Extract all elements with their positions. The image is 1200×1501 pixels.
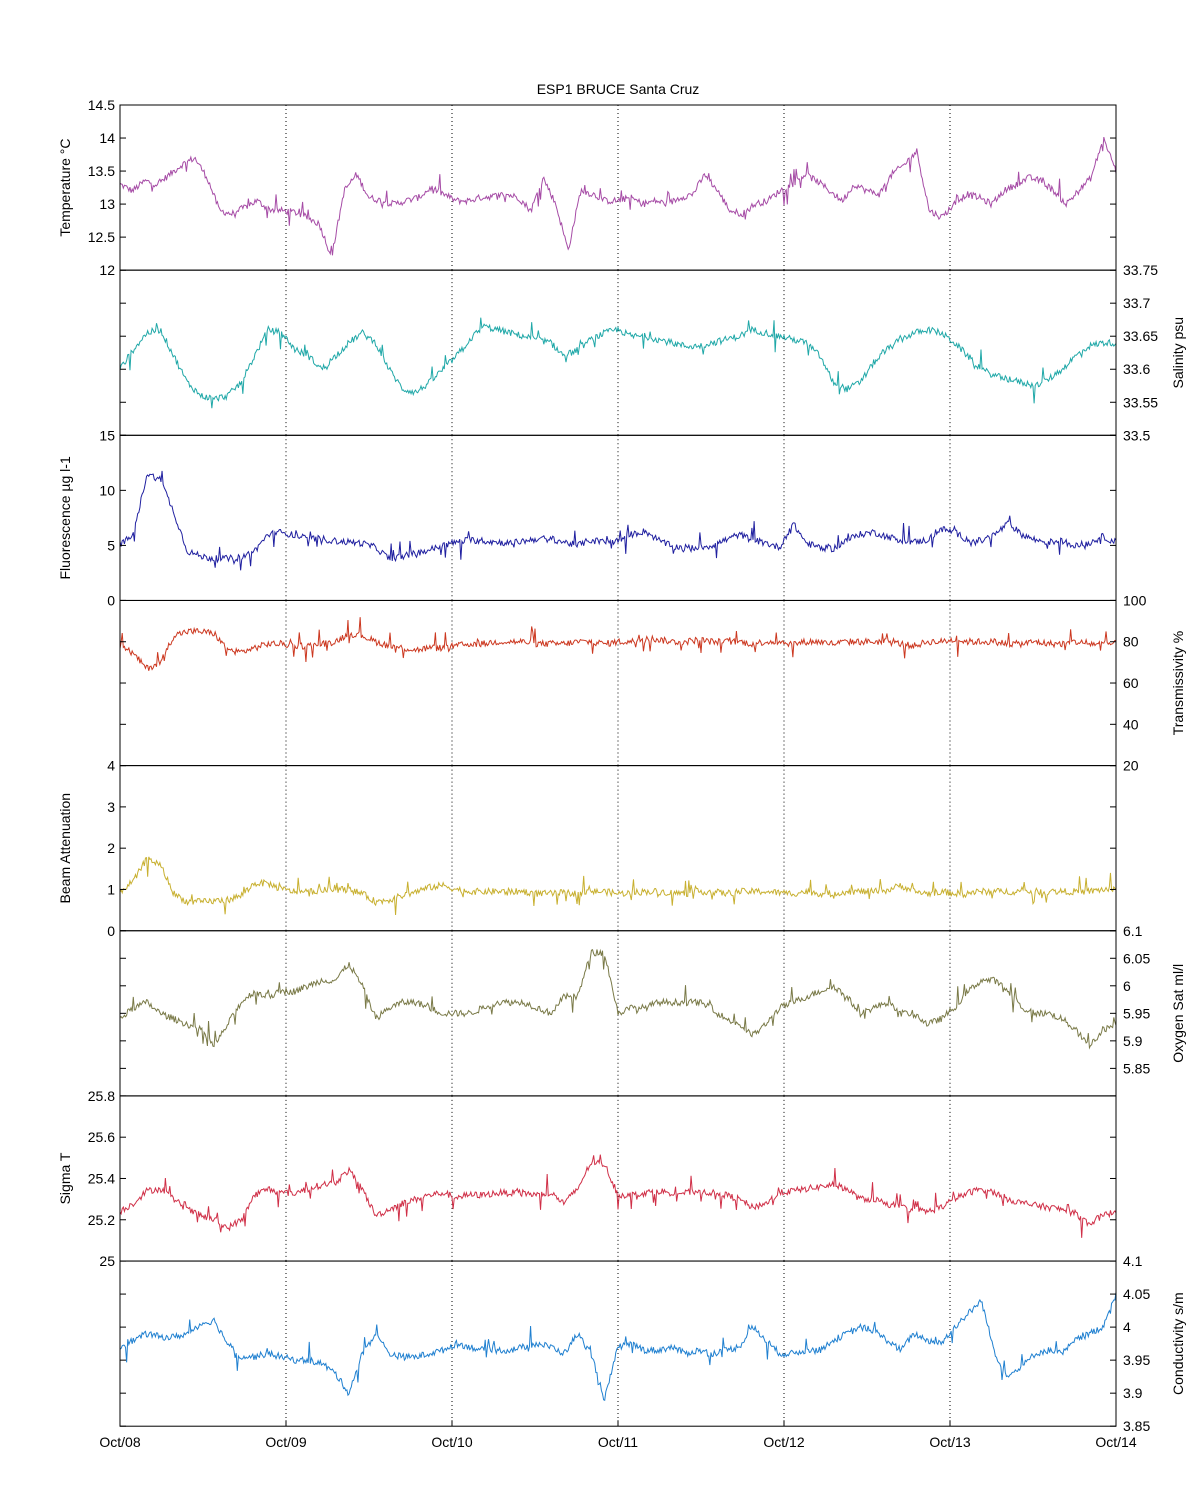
x-tick-label: Oct/13: [929, 1434, 970, 1450]
series-beam_attenuation: [119, 856, 1117, 915]
panel-beam_attenuation: 0 1 2 3 4 Beam Attenuation: [57, 758, 1117, 939]
y-tick-label: 10: [99, 482, 115, 498]
y-axis-title: Transmissivity %: [1170, 631, 1186, 736]
panel-conductivity: 3.85 3.9 3.95 4 4.05 4.1 Conductivity s/m: [119, 1253, 1186, 1434]
y-axis-title: Sigma T: [57, 1152, 73, 1204]
y-tick-label: 12.5: [88, 229, 115, 245]
series-temperature: [119, 136, 1117, 256]
x-tick-label: Oct/10: [431, 1434, 472, 1450]
y-tick-label: 4: [1123, 1319, 1131, 1335]
panel-temperature: 12 12.5 13 13.5 14 14.5 Temperature °C: [57, 97, 1117, 278]
y-tick-label: 6.05: [1123, 950, 1150, 966]
y-tick-label: 4.1: [1123, 1253, 1143, 1269]
y-tick-label: 15: [99, 427, 115, 443]
y-tick-label: 3.95: [1123, 1352, 1150, 1368]
y-tick-label: 25.4: [88, 1170, 115, 1186]
y-tick-label: 33.75: [1123, 262, 1158, 278]
panel-salinity: 33.5 33.55 33.6 33.65 33.7 33.75 Salinity psu: [119, 262, 1186, 443]
y-tick-label: 14: [99, 130, 115, 146]
panel-frame: [119, 1260, 1117, 1427]
y-tick-label: 5.85: [1123, 1060, 1150, 1076]
y-tick-label: 14.5: [88, 97, 115, 113]
y-tick-label: 4.05: [1123, 1286, 1150, 1302]
x-tick-label: Oct/11: [598, 1434, 638, 1450]
series-fluorescence: [119, 470, 1117, 571]
y-axis-title: Oxygen Sat ml/l: [1170, 964, 1186, 1063]
y-tick-label: 33.65: [1123, 328, 1158, 344]
series-sigma_t: [119, 1154, 1117, 1238]
y-tick-label: 25.8: [88, 1088, 115, 1104]
y-tick-label: 13.5: [88, 163, 115, 179]
y-tick-label: 3.85: [1123, 1418, 1150, 1434]
y-axis-title: Conductivity s/m: [1170, 1292, 1186, 1395]
x-tick-label: Oct/12: [763, 1434, 804, 1450]
y-tick-label: 5.95: [1123, 1005, 1150, 1021]
y-axis-title: Beam Attenuation: [57, 793, 73, 904]
y-tick-label: 33.6: [1123, 361, 1150, 377]
y-tick-label: 25: [99, 1253, 115, 1269]
y-axis-title: Fluorescence µg l-1: [57, 456, 73, 579]
y-tick-label: 0: [107, 923, 115, 939]
y-tick-label: 6.1: [1123, 923, 1143, 939]
y-tick-label: 13: [99, 196, 115, 212]
y-tick-label: 3: [107, 799, 115, 815]
panel-oxygen_sat: 5.85 5.9 5.95 6 6.05 6.1 Oxygen Sat ml/l: [119, 923, 1186, 1097]
series-transmissivity: [119, 617, 1117, 671]
y-tick-label: 25.6: [88, 1129, 115, 1145]
y-tick-label: 12: [99, 262, 115, 278]
series-salinity: [119, 317, 1117, 409]
y-tick-label: 20: [1123, 758, 1139, 774]
panel-fluorescence: 0 5 10 15 Fluorescence µg l-1: [57, 427, 1117, 608]
y-tick-label: 4: [107, 758, 115, 774]
x-tick-label: Oct/08: [99, 1434, 140, 1450]
y-tick-label: 100: [1123, 592, 1147, 608]
y-axis-title: Temperature °C: [57, 138, 73, 236]
chart-title: ESP1 BRUCE Santa Cruz: [537, 81, 700, 97]
panel-sigma_t: 25 25.2 25.4 25.6 25.8 Sigma T: [57, 1088, 1117, 1269]
x-tick-label: Oct/14: [1095, 1434, 1136, 1450]
y-tick-label: 5: [107, 537, 115, 553]
y-tick-label: 33.7: [1123, 295, 1150, 311]
y-tick-label: 5.9: [1123, 1033, 1143, 1049]
series-oxygen_sat: [119, 948, 1117, 1050]
y-tick-label: 2: [107, 840, 115, 856]
y-tick-label: 1: [107, 881, 115, 897]
panel-transmissivity: 20 40 60 80 100 Transmissivity %: [119, 592, 1186, 774]
y-tick-label: 80: [1123, 634, 1139, 650]
x-tick-label: Oct/09: [265, 1434, 306, 1450]
y-tick-label: 33.5: [1123, 427, 1150, 443]
y-tick-label: 0: [107, 592, 115, 608]
y-tick-label: 25.2: [88, 1212, 115, 1228]
x-axis: Oct/08 Oct/09 Oct/10 Oct/11 Oct/12 Oct/13 Oct/…: [99, 1420, 1137, 1450]
y-tick-label: 60: [1123, 675, 1139, 691]
y-tick-label: 3.9: [1123, 1385, 1143, 1401]
y-tick-label: 33.55: [1123, 394, 1158, 410]
series-conductivity: [119, 1292, 1117, 1402]
y-axis-title: Salinity psu: [1170, 317, 1186, 389]
y-tick-label: 6: [1123, 978, 1131, 994]
y-tick-label: 40: [1123, 716, 1139, 732]
